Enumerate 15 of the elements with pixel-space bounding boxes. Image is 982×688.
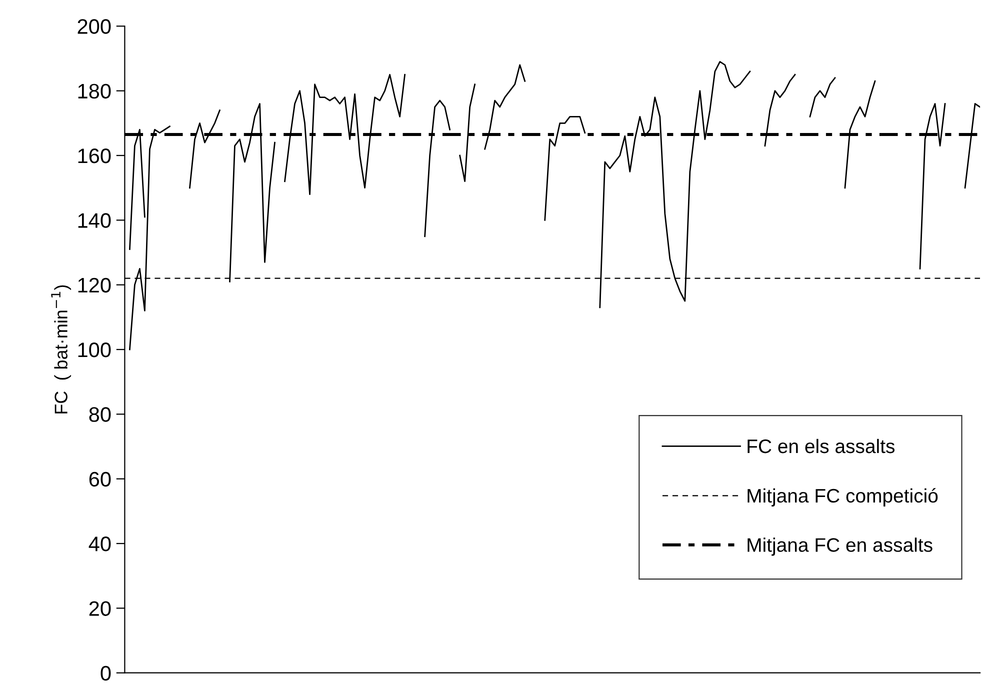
legend-label: FC en els assalts: [748, 438, 895, 454]
y-axis-title: FC ( bat·min$^{−1}$): [51, 285, 72, 414]
y-tick-label: 120: [78, 278, 111, 293]
y-tick-label: 40: [88, 536, 111, 552]
y-tick-label: 140: [78, 213, 111, 228]
y-tick-label: 160: [78, 148, 111, 164]
legend-label: Mitjana FC en assalts: [748, 538, 932, 556]
y-tick-label: 60: [89, 472, 111, 487]
legend-label: Mitjana FC competició: [748, 488, 938, 506]
y-tick-label: 80: [89, 407, 111, 422]
y-tick-label: 20: [89, 601, 111, 616]
y-tick-label: 200: [78, 19, 111, 34]
y-tick-label: 100: [78, 342, 111, 358]
y-tick-label: 0: [100, 666, 111, 681]
y-tick-label: 180: [78, 84, 111, 99]
